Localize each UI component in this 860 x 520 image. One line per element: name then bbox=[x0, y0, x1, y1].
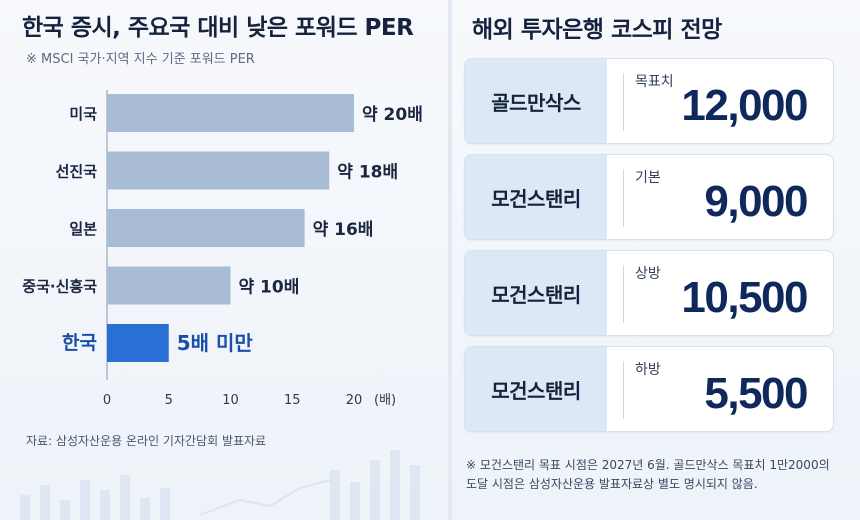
kospi-target-value: 12,000 bbox=[681, 81, 808, 130]
bank-name: 모건스탠리 bbox=[465, 155, 607, 239]
kospi-target-value: 10,500 bbox=[681, 273, 808, 322]
data-label: 5배 미만 bbox=[177, 331, 254, 355]
data-label: 약 18배 bbox=[337, 162, 398, 183]
category-label: 선진국 bbox=[56, 163, 98, 181]
left-panel: 한국 증시, 주요국 대비 낮은 포워드 PER ※ MSCI 국가·지역 지수… bbox=[0, 0, 448, 520]
kospi-target-value: 5,500 bbox=[704, 369, 808, 418]
card-divider bbox=[623, 265, 624, 323]
bar bbox=[107, 94, 354, 132]
category-label: 한국 bbox=[62, 332, 97, 354]
scenario-label: 상방 bbox=[635, 266, 661, 282]
forecast-card-ms-base: 모건스탠리 기본 9,000 bbox=[464, 154, 834, 240]
category-label: 일본 bbox=[69, 220, 97, 238]
bar bbox=[107, 266, 231, 305]
chart-subtitle: ※ MSCI 국가·지역 지수 기준 포워드 PER bbox=[26, 52, 255, 67]
scenario-label: 하방 bbox=[635, 362, 661, 378]
scenario-label: 기본 bbox=[635, 170, 661, 186]
bar bbox=[107, 324, 169, 362]
bank-name: 골드만삭스 bbox=[465, 59, 607, 143]
bank-name: 모건스탠리 bbox=[465, 251, 607, 335]
footnote-line: 도달 시점은 삼성자산운용 발표자료상 별도 명시되지 않음. bbox=[466, 477, 758, 491]
x-tick-label: 5 bbox=[165, 393, 173, 408]
forecast-card-goldman: 골드만삭스 목표치 12,000 bbox=[464, 58, 834, 144]
x-tick-label: 20 bbox=[346, 393, 363, 408]
data-label: 약 16배 bbox=[313, 219, 374, 240]
x-tick-label: 10 bbox=[222, 393, 239, 408]
forecast-card-ms-bull: 모건스탠리 상방 10,500 bbox=[464, 250, 834, 336]
forecast-title: 해외 투자은행 코스피 전망 bbox=[472, 17, 722, 43]
bar bbox=[107, 151, 330, 190]
scenario-label: 목표치 bbox=[635, 74, 674, 90]
footnote-line: ※ 모건스탠리 목표 시점은 2027년 6월. 골드만삭스 목표치 1만200… bbox=[466, 458, 830, 472]
card-divider bbox=[623, 361, 624, 419]
x-tick-label: 0 bbox=[103, 393, 111, 408]
forecast-card-ms-bear: 모건스탠리 하방 5,500 bbox=[464, 346, 834, 432]
card-divider bbox=[623, 169, 624, 227]
chart-source: 자료: 삼성자산운용 온라인 기자간담회 발표자료 bbox=[26, 434, 267, 448]
chart-title: 한국 증시, 주요국 대비 낮은 포워드 PER bbox=[22, 15, 414, 41]
right-panel: 해외 투자은행 코스피 전망 골드만삭스 목표치 12,000 모건스탠리 기본… bbox=[452, 0, 860, 520]
category-label: 중국·신흥국 bbox=[22, 278, 97, 296]
forecast-footnote: ※ 모건스탠리 목표 시점은 2027년 6월. 골드만삭스 목표치 1만200… bbox=[466, 456, 856, 494]
card-divider bbox=[623, 73, 624, 131]
kospi-target-value: 9,000 bbox=[704, 177, 808, 226]
panel-divider bbox=[448, 0, 452, 520]
category-label: 미국 bbox=[69, 105, 97, 123]
data-label: 약 20배 bbox=[362, 104, 423, 125]
x-tick-label: 15 bbox=[284, 393, 301, 408]
x-axis-unit: (배) bbox=[374, 393, 396, 408]
background-bars-decoration bbox=[20, 450, 420, 520]
data-label: 약 10배 bbox=[239, 277, 300, 298]
bar bbox=[107, 209, 305, 247]
bank-name: 모건스탠리 bbox=[465, 347, 607, 431]
